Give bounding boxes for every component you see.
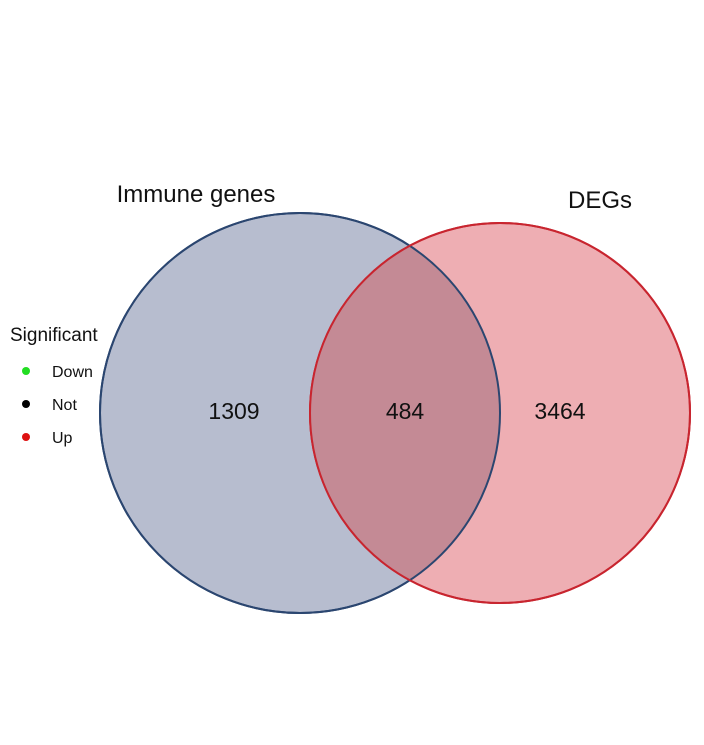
degs-outline: [309, 222, 691, 604]
only-immune-count: 1309: [208, 398, 259, 424]
legend-down-label: Down: [52, 364, 93, 381]
intersection-count: 484: [386, 398, 425, 424]
legend-title: Significant: [10, 325, 98, 346]
intersection-region: [310, 223, 500, 603]
legend-up-label: Up: [52, 430, 73, 447]
legend-not-label: Not: [52, 397, 77, 414]
only-degs-count: 3464: [534, 398, 585, 424]
legend-down-dot: [22, 367, 30, 375]
immune-genes-outline: [99, 212, 501, 614]
legend: Significant Down Not Up: [10, 325, 98, 447]
legend-up-dot: [22, 433, 30, 441]
legend-not-dot: [22, 400, 30, 408]
immune-genes-title: Immune genes: [117, 181, 276, 208]
degs-title: DEGs: [568, 187, 632, 214]
